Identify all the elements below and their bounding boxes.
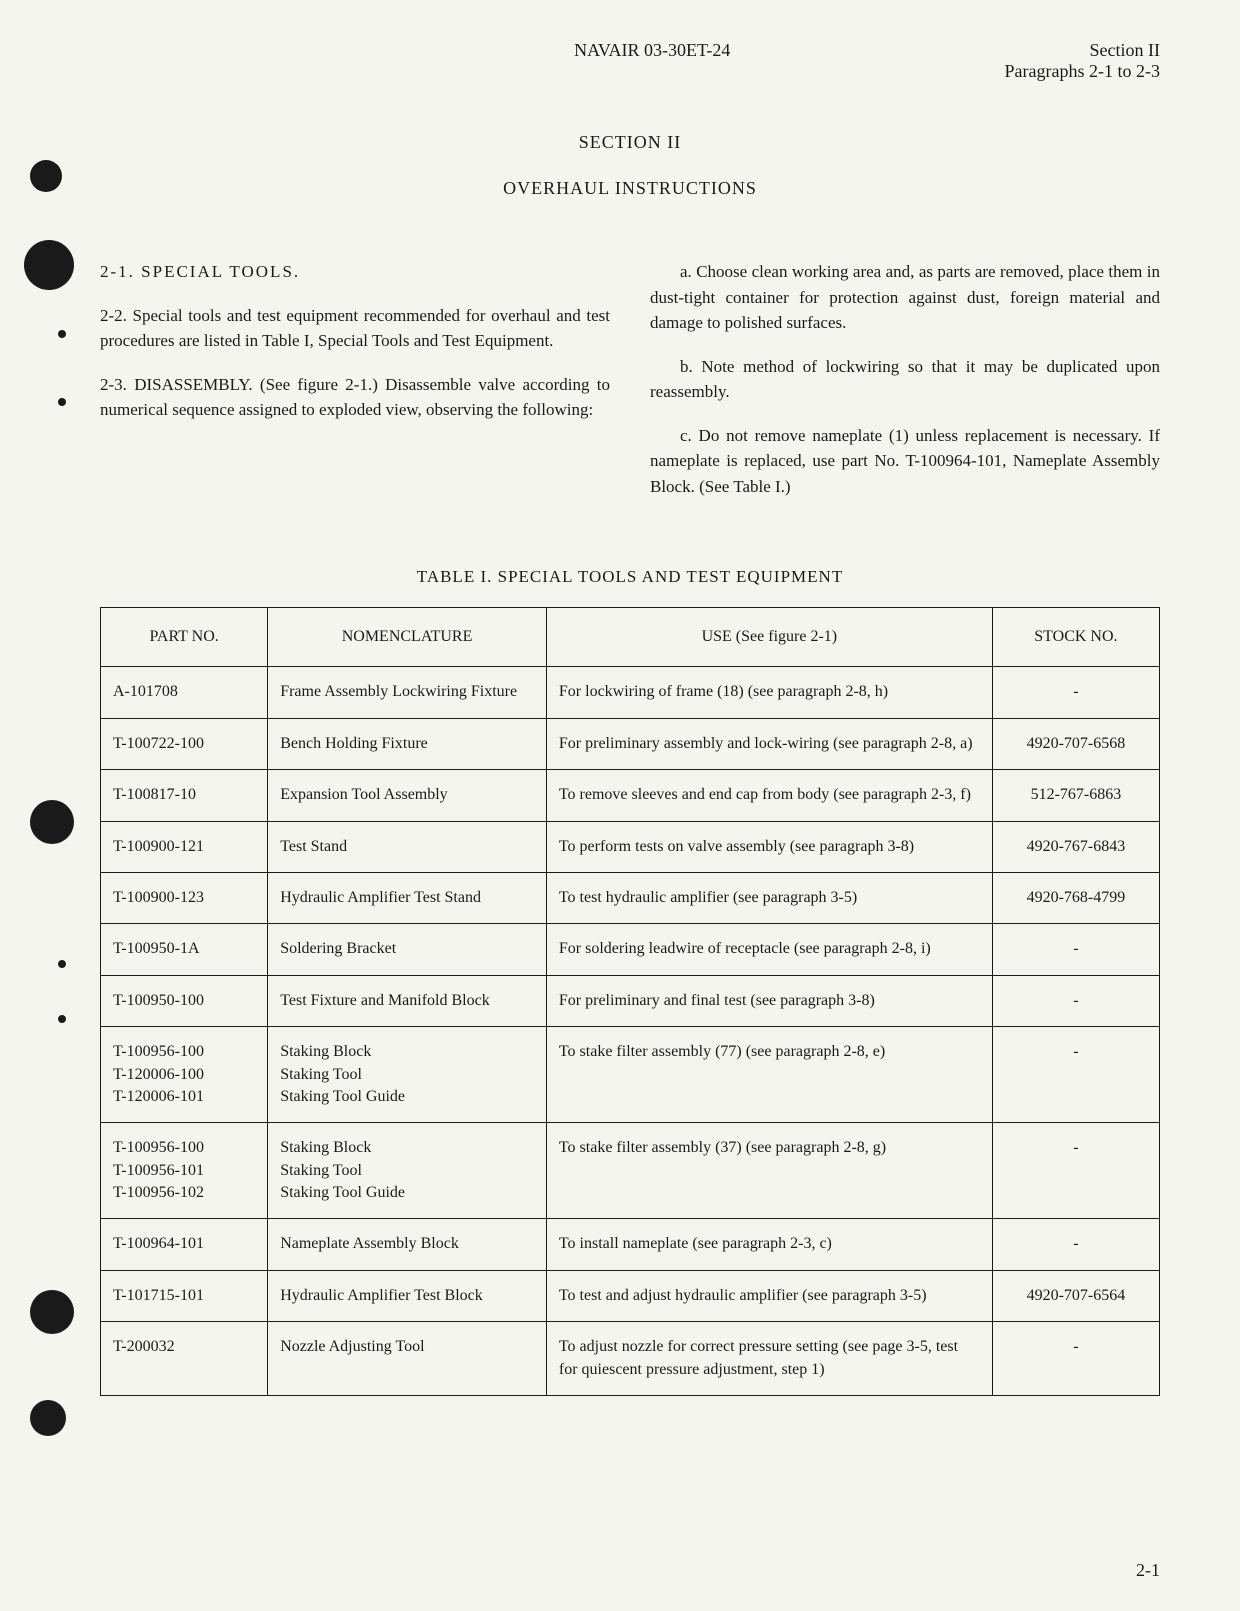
cell-nomenclature: Expansion Tool Assembly bbox=[268, 770, 547, 821]
table-row: T-200032Nozzle Adjusting ToolTo adjust n… bbox=[101, 1322, 1160, 1396]
cell-part-no: T-100900-121 bbox=[101, 821, 268, 872]
paragraph-c: c. Do not remove nameplate (1) unless re… bbox=[650, 423, 1160, 500]
dot-icon bbox=[58, 330, 66, 338]
cell-nomenclature: Bench Holding Fixture bbox=[268, 718, 547, 769]
cell-nomenclature: Nozzle Adjusting Tool bbox=[268, 1322, 547, 1396]
section-subtitle: OVERHAUL INSTRUCTIONS bbox=[100, 178, 1160, 199]
cell-part-no: T-100900-123 bbox=[101, 872, 268, 923]
cell-part-no: T-100817-10 bbox=[101, 770, 268, 821]
table-row: T-100950-1ASoldering BracketFor solderin… bbox=[101, 924, 1160, 975]
table-row: T-101715-101Hydraulic Amplifier Test Blo… bbox=[101, 1270, 1160, 1321]
table-header-use: USE (See figure 2-1) bbox=[546, 608, 992, 667]
table-header-part: PART NO. bbox=[101, 608, 268, 667]
cell-use: For preliminary assembly and lock-wiring… bbox=[546, 718, 992, 769]
cell-stock-no: - bbox=[992, 1027, 1159, 1123]
tools-table: PART NO. NOMENCLATURE USE (See figure 2-… bbox=[100, 607, 1160, 1396]
table-body: A-101708Frame Assembly Lockwiring Fixtur… bbox=[101, 667, 1160, 1396]
paragraph-a: a. Choose clean working area and, as par… bbox=[650, 259, 1160, 336]
cell-stock-no: 4920-768-4799 bbox=[992, 872, 1159, 923]
cell-use: To stake filter assembly (77) (see parag… bbox=[546, 1027, 992, 1123]
paragraph-2-1-heading: 2-1. SPECIAL TOOLS. bbox=[100, 259, 610, 285]
cell-use: To test hydraulic amplifier (see paragra… bbox=[546, 872, 992, 923]
cell-use: For soldering leadwire of receptacle (se… bbox=[546, 924, 992, 975]
punch-hole-icon bbox=[30, 1400, 66, 1436]
cell-part-no: T-200032 bbox=[101, 1322, 268, 1396]
table-header-nomenclature: NOMENCLATURE bbox=[268, 608, 547, 667]
cell-part-no: T-100722-100 bbox=[101, 718, 268, 769]
table-header-stock: STOCK NO. bbox=[992, 608, 1159, 667]
cell-nomenclature: Staking Block Staking Tool Staking Tool … bbox=[268, 1027, 547, 1123]
cell-use: To remove sleeves and end cap from body … bbox=[546, 770, 992, 821]
section-label: Section II bbox=[1005, 40, 1160, 61]
section-title: SECTION II bbox=[100, 132, 1160, 153]
punch-hole-icon bbox=[30, 1290, 74, 1334]
cell-nomenclature: Nameplate Assembly Block bbox=[268, 1219, 547, 1270]
punch-hole-icon bbox=[30, 800, 74, 844]
body-columns: 2-1. SPECIAL TOOLS. 2-2. Special tools a… bbox=[100, 259, 1160, 517]
dot-icon bbox=[58, 1015, 66, 1023]
table-row: A-101708Frame Assembly Lockwiring Fixtur… bbox=[101, 667, 1160, 718]
cell-part-no: T-100950-1A bbox=[101, 924, 268, 975]
paragraph-2-2: 2-2. Special tools and test equipment re… bbox=[100, 303, 610, 354]
table-caption: TABLE I. SPECIAL TOOLS AND TEST EQUIPMEN… bbox=[100, 567, 1160, 587]
cell-stock-no: 4920-707-6564 bbox=[992, 1270, 1159, 1321]
right-column: a. Choose clean working area and, as par… bbox=[650, 259, 1160, 517]
cell-stock-no: 4920-767-6843 bbox=[992, 821, 1159, 872]
page-number: 2-1 bbox=[1136, 1560, 1160, 1581]
table-row: T-100900-123Hydraulic Amplifier Test Sta… bbox=[101, 872, 1160, 923]
table-row: T-100956-100 T-120006-100 T-120006-101St… bbox=[101, 1027, 1160, 1123]
cell-nomenclature: Frame Assembly Lockwiring Fixture bbox=[268, 667, 547, 718]
page-header: NAVAIR 03-30ET-24 Section II Paragraphs … bbox=[100, 40, 1160, 82]
cell-use: To stake filter assembly (37) (see parag… bbox=[546, 1123, 992, 1219]
header-right: Section II Paragraphs 2-1 to 2-3 bbox=[1005, 40, 1160, 82]
paragraph-2-3: 2-3. DISASSEMBLY. (See figure 2-1.) Disa… bbox=[100, 372, 610, 423]
table-row: T-100950-100Test Fixture and Manifold Bl… bbox=[101, 975, 1160, 1026]
table-row: T-100956-100 T-100956-101 T-100956-102St… bbox=[101, 1123, 1160, 1219]
doc-number: NAVAIR 03-30ET-24 bbox=[100, 40, 1005, 82]
cell-stock-no: - bbox=[992, 667, 1159, 718]
cell-nomenclature: Hydraulic Amplifier Test Block bbox=[268, 1270, 547, 1321]
cell-use: To test and adjust hydraulic amplifier (… bbox=[546, 1270, 992, 1321]
cell-part-no: T-100964-101 bbox=[101, 1219, 268, 1270]
cell-stock-no: - bbox=[992, 1322, 1159, 1396]
cell-stock-no: - bbox=[992, 924, 1159, 975]
cell-nomenclature: Hydraulic Amplifier Test Stand bbox=[268, 872, 547, 923]
left-column: 2-1. SPECIAL TOOLS. 2-2. Special tools a… bbox=[100, 259, 610, 517]
cell-stock-no: - bbox=[992, 975, 1159, 1026]
table-row: T-100817-10Expansion Tool AssemblyTo rem… bbox=[101, 770, 1160, 821]
cell-stock-no: - bbox=[992, 1219, 1159, 1270]
cell-use: For lockwiring of frame (18) (see paragr… bbox=[546, 667, 992, 718]
cell-part-no: T-100956-100 T-100956-101 T-100956-102 bbox=[101, 1123, 268, 1219]
cell-stock-no: - bbox=[992, 1123, 1159, 1219]
cell-part-no: A-101708 bbox=[101, 667, 268, 718]
punch-hole-icon bbox=[30, 160, 62, 192]
cell-nomenclature: Test Stand bbox=[268, 821, 547, 872]
cell-use: To install nameplate (see paragraph 2-3,… bbox=[546, 1219, 992, 1270]
table-row: T-100900-121Test StandTo perform tests o… bbox=[101, 821, 1160, 872]
dot-icon bbox=[58, 398, 66, 406]
cell-part-no: T-101715-101 bbox=[101, 1270, 268, 1321]
cell-use: To perform tests on valve assembly (see … bbox=[546, 821, 992, 872]
cell-nomenclature: Soldering Bracket bbox=[268, 924, 547, 975]
punch-hole-icon bbox=[24, 240, 74, 290]
cell-stock-no: 512-767-6863 bbox=[992, 770, 1159, 821]
paragraph-b: b. Note method of lockwiring so that it … bbox=[650, 354, 1160, 405]
paragraph-range: Paragraphs 2-1 to 2-3 bbox=[1005, 61, 1160, 82]
table-header-row: PART NO. NOMENCLATURE USE (See figure 2-… bbox=[101, 608, 1160, 667]
cell-stock-no: 4920-707-6568 bbox=[992, 718, 1159, 769]
table-row: T-100964-101Nameplate Assembly BlockTo i… bbox=[101, 1219, 1160, 1270]
dot-icon bbox=[58, 960, 66, 968]
cell-part-no: T-100950-100 bbox=[101, 975, 268, 1026]
cell-nomenclature: Test Fixture and Manifold Block bbox=[268, 975, 547, 1026]
cell-nomenclature: Staking Block Staking Tool Staking Tool … bbox=[268, 1123, 547, 1219]
table-row: T-100722-100Bench Holding FixtureFor pre… bbox=[101, 718, 1160, 769]
cell-use: To adjust nozzle for correct pressure se… bbox=[546, 1322, 992, 1396]
cell-use: For preliminary and final test (see para… bbox=[546, 975, 992, 1026]
cell-part-no: T-100956-100 T-120006-100 T-120006-101 bbox=[101, 1027, 268, 1123]
